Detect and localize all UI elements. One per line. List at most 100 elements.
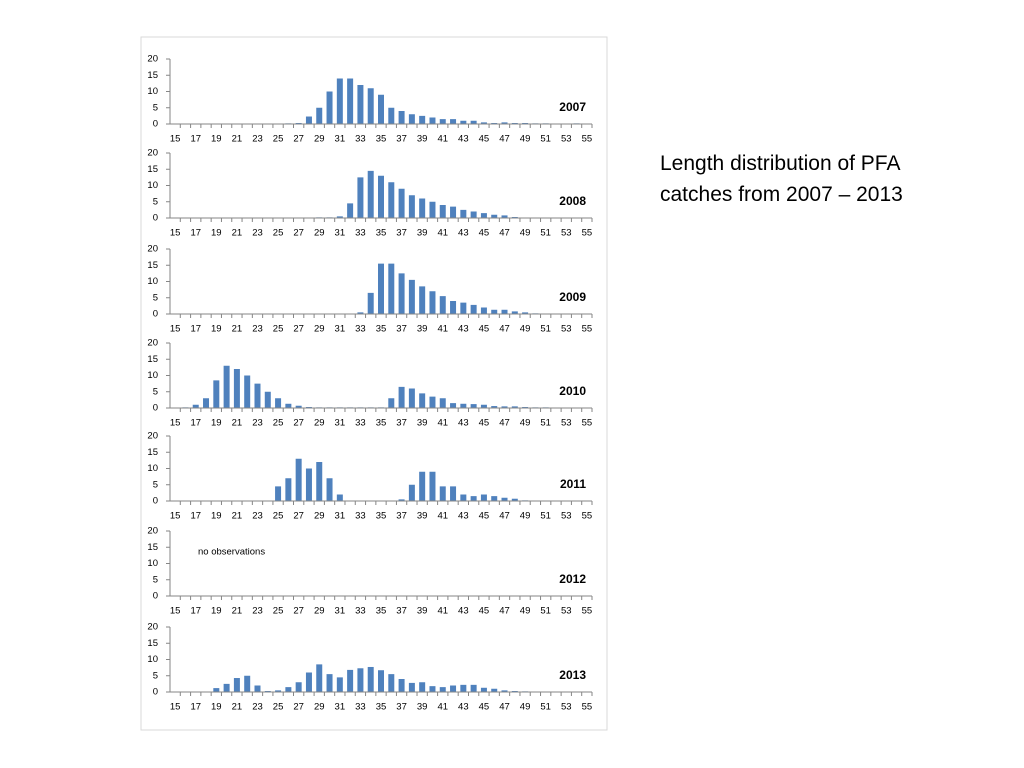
slide-title: Length distribution of PFA catches from … <box>660 152 903 206</box>
x-tick-label: 51 <box>540 228 551 239</box>
x-tick-label: 33 <box>355 511 366 522</box>
bar <box>244 675 251 692</box>
x-tick-label: 53 <box>561 134 572 145</box>
bar <box>450 301 457 314</box>
x-tick-label: 21 <box>232 511 243 522</box>
y-tick-label: 0 <box>153 213 158 224</box>
bar <box>419 286 426 314</box>
bar <box>295 405 302 408</box>
y-tick-label: 10 <box>147 180 158 191</box>
y-tick-label: 10 <box>147 654 158 665</box>
x-tick-label: 33 <box>355 228 366 239</box>
bar <box>450 486 457 501</box>
x-tick-label: 25 <box>273 418 284 429</box>
bar <box>419 115 426 124</box>
bar <box>470 684 477 692</box>
bar <box>470 404 477 408</box>
x-tick-label: 25 <box>273 134 284 145</box>
x-tick-label: 49 <box>520 228 531 239</box>
bar <box>470 120 477 124</box>
bar <box>295 458 302 501</box>
x-tick-label: 47 <box>499 134 510 145</box>
y-tick-label: 5 <box>153 574 158 585</box>
x-tick-label: 47 <box>499 511 510 522</box>
x-tick-label: 35 <box>376 418 387 429</box>
x-tick-label: 15 <box>170 606 181 617</box>
x-tick-label: 15 <box>170 702 181 713</box>
bar <box>388 398 395 408</box>
bar <box>388 107 395 124</box>
bar <box>491 406 498 408</box>
x-tick-label: 37 <box>396 702 407 713</box>
bar <box>429 201 436 218</box>
x-tick-label: 27 <box>293 134 304 145</box>
bar <box>398 499 405 501</box>
y-tick-label: 15 <box>147 447 158 458</box>
x-tick-label: 39 <box>417 228 428 239</box>
x-tick-label: 27 <box>293 228 304 239</box>
x-tick-label: 15 <box>170 134 181 145</box>
bar <box>336 494 343 501</box>
x-tick-label: 45 <box>479 228 490 239</box>
bar <box>501 122 508 124</box>
bar <box>470 496 477 501</box>
bar <box>305 116 312 124</box>
bar <box>316 462 323 501</box>
y-tick-label: 10 <box>147 276 158 287</box>
bar <box>388 263 395 314</box>
x-tick-label: 43 <box>458 134 469 145</box>
y-tick-label: 0 <box>153 687 158 698</box>
bar <box>367 170 374 218</box>
bar <box>305 468 312 501</box>
x-tick-label: 51 <box>540 511 551 522</box>
x-tick-label: 31 <box>335 606 346 617</box>
y-tick-label: 0 <box>153 591 158 602</box>
x-tick-label: 55 <box>582 228 593 239</box>
x-tick-label: 35 <box>376 134 387 145</box>
x-tick-label: 41 <box>437 702 448 713</box>
x-tick-label: 39 <box>417 511 428 522</box>
bar <box>501 215 508 218</box>
year-label: 2009 <box>559 290 586 304</box>
x-tick-label: 17 <box>190 702 201 713</box>
bar <box>378 263 384 314</box>
bar <box>439 486 446 501</box>
y-tick-label: 10 <box>147 558 158 569</box>
bar <box>367 292 374 314</box>
x-tick-label: 23 <box>252 134 263 145</box>
x-tick-label: 33 <box>355 702 366 713</box>
y-tick-label: 0 <box>153 119 158 130</box>
x-tick-label: 43 <box>458 324 469 335</box>
x-tick-label: 15 <box>170 228 181 239</box>
y-tick-label: 5 <box>153 196 158 207</box>
bar <box>357 85 364 124</box>
bar <box>203 398 210 408</box>
x-tick-label: 47 <box>499 606 510 617</box>
bar <box>429 686 436 692</box>
y-tick-label: 20 <box>147 431 158 442</box>
x-tick-label: 49 <box>520 702 531 713</box>
x-tick-label: 25 <box>273 702 284 713</box>
bar <box>388 674 395 692</box>
x-tick-label: 53 <box>561 702 572 713</box>
x-tick-label: 49 <box>520 606 531 617</box>
x-tick-label: 51 <box>540 606 551 617</box>
x-tick-label: 49 <box>520 511 531 522</box>
y-tick-label: 5 <box>153 479 158 490</box>
x-tick-label: 19 <box>211 418 222 429</box>
x-tick-label: 31 <box>335 134 346 145</box>
y-tick-label: 15 <box>147 164 158 175</box>
x-tick-label: 53 <box>561 324 572 335</box>
bar <box>419 682 426 692</box>
x-tick-label: 31 <box>335 324 346 335</box>
bar <box>223 683 230 692</box>
bar <box>501 309 508 314</box>
bar <box>388 182 395 218</box>
bar <box>254 383 261 408</box>
x-tick-label: 25 <box>273 511 284 522</box>
x-tick-label: 33 <box>355 606 366 617</box>
x-tick-label: 19 <box>211 606 222 617</box>
bar <box>501 406 508 408</box>
bar <box>450 119 457 124</box>
